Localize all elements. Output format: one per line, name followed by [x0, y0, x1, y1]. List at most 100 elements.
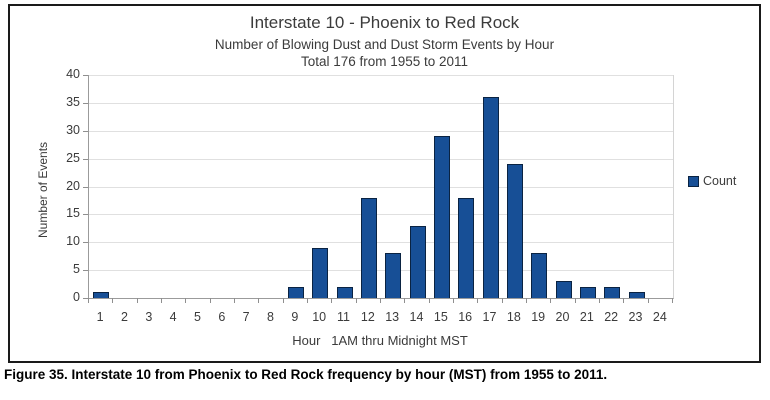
- gridline-20: [89, 186, 673, 188]
- x-tick-5: [209, 298, 211, 303]
- gridline-35: [89, 102, 673, 104]
- x-tick-label-3: 3: [145, 310, 153, 324]
- bar-hour-9: [287, 286, 304, 298]
- x-tick-1: [112, 298, 114, 303]
- bar-hour-12: [360, 197, 377, 298]
- plot-area: [88, 75, 674, 299]
- y-tick-label-0: 0: [73, 290, 80, 304]
- y-tick-label-20: 20: [66, 178, 80, 193]
- x-tick-8: [282, 298, 284, 303]
- x-tick-label-12: 12: [360, 310, 375, 324]
- x-tick-0: [88, 298, 89, 303]
- gridline-40: [89, 75, 673, 76]
- bar-hour-15: [433, 136, 450, 298]
- bar-hour-19: [531, 253, 548, 298]
- y-tick-35: [83, 102, 88, 104]
- bar-hour-22: [604, 286, 621, 298]
- y-tick-15: [83, 214, 88, 216]
- x-tick-22: [623, 298, 625, 303]
- gridline-30: [89, 130, 673, 132]
- x-tick-label-22: 22: [604, 310, 619, 324]
- x-tick-10: [331, 298, 333, 303]
- x-tick-13: [404, 298, 406, 303]
- gridline-10: [89, 242, 673, 244]
- x-tick-label-21: 21: [579, 310, 594, 324]
- chart-title: Interstate 10 - Phoenix to Red Rock: [249, 13, 520, 32]
- x-tick-label-7: 7: [242, 310, 250, 324]
- x-tick-label-17: 17: [482, 310, 497, 324]
- x-tick-label-16: 16: [458, 310, 473, 324]
- gridline-5: [89, 270, 673, 272]
- legend-label: Count: [703, 174, 737, 188]
- x-tick-11: [355, 298, 357, 303]
- y-tick-label-35: 35: [66, 94, 80, 109]
- bar-hour-16: [458, 197, 475, 298]
- bar-hour-1: [93, 292, 110, 298]
- x-tick-label-15: 15: [433, 310, 448, 324]
- x-tick-2: [136, 298, 138, 303]
- x-tick-label-18: 18: [506, 310, 521, 324]
- x-tick-label-23: 23: [628, 310, 643, 324]
- x-tick-20: [574, 298, 576, 303]
- y-tick-label-30: 30: [66, 122, 80, 137]
- x-tick-14: [428, 298, 430, 303]
- x-tick-4: [185, 298, 187, 303]
- gridline-15: [89, 214, 673, 216]
- x-tick-label-6: 6: [218, 310, 226, 324]
- y-tick-10: [83, 242, 88, 244]
- x-tick-label-20: 20: [555, 310, 570, 324]
- legend-swatch-icon: [688, 175, 699, 187]
- bar-hour-11: [336, 286, 353, 298]
- y-tick-20: [83, 186, 88, 188]
- x-tick-label-24: 24: [652, 310, 667, 324]
- x-tick-9: [307, 298, 308, 303]
- figure-frame: Interstate 10 - Phoenix to Red Rock Numb…: [8, 4, 761, 363]
- x-tick-label-5: 5: [194, 310, 201, 324]
- y-tick-25: [83, 158, 88, 160]
- x-tick-label-4: 4: [169, 310, 177, 324]
- x-tick-label-19: 19: [531, 310, 546, 324]
- y-tick-label-5: 5: [73, 262, 80, 277]
- y-tick-label-25: 25: [66, 150, 80, 165]
- legend: Count: [688, 174, 736, 188]
- x-tick-label-2: 2: [121, 310, 128, 324]
- x-tick-label-13: 13: [385, 310, 400, 324]
- x-tick-label-9: 9: [291, 310, 299, 324]
- x-tick-label-11: 11: [337, 310, 350, 324]
- bar-hour-23: [628, 292, 645, 298]
- x-tick-3: [161, 298, 162, 303]
- x-tick-label-8: 8: [267, 310, 274, 324]
- x-tick-21: [599, 298, 600, 303]
- bar-hour-20: [555, 281, 572, 298]
- y-tick-label-15: 15: [66, 206, 80, 221]
- y-tick-0: [83, 298, 88, 299]
- y-tick-label-40: 40: [66, 67, 80, 81]
- bar-hour-17: [482, 97, 499, 298]
- x-tick-label-10: 10: [312, 310, 327, 324]
- chart-subtitle: Number of Blowing Dust and Dust Storm Ev…: [214, 37, 555, 52]
- bar-hour-10: [312, 247, 329, 298]
- bar-chart: Interstate 10 - Phoenix to Red Rock Numb…: [10, 6, 759, 361]
- bar-hour-13: [385, 253, 402, 298]
- x-tick-6: [234, 298, 235, 303]
- x-tick-19: [550, 298, 552, 303]
- x-tick-label-14: 14: [409, 310, 424, 324]
- bar-hour-18: [506, 164, 523, 298]
- x-tick-18: [526, 298, 527, 303]
- y-tick-5: [83, 270, 88, 272]
- x-axis-title: Hour 1AM thru Midnight MST: [292, 333, 468, 348]
- x-tick-label-1: 1: [96, 310, 104, 324]
- bar-hour-21: [579, 286, 596, 298]
- chart-subtitle-total: Total 176 from 1955 to 2011: [300, 54, 469, 69]
- x-tick-15: [453, 298, 454, 303]
- x-tick-16: [477, 298, 479, 303]
- x-tick-12: [380, 298, 381, 303]
- x-tick-7: [258, 298, 260, 303]
- x-tick-24: [672, 298, 673, 303]
- x-tick-17: [501, 298, 503, 303]
- figure-caption: Figure 35. Interstate 10 from Phoenix to…: [4, 367, 608, 382]
- bar-hour-14: [409, 225, 426, 298]
- y-tick-40: [83, 75, 88, 76]
- y-tick-30: [83, 130, 88, 132]
- y-tick-label-10: 10: [66, 234, 80, 249]
